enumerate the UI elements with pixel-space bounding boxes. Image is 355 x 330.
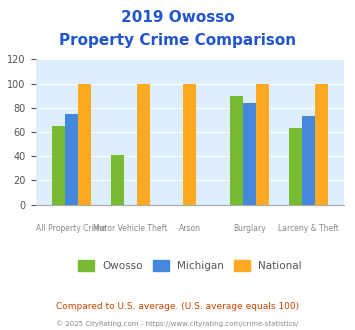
Text: Burglary: Burglary bbox=[233, 224, 266, 233]
Bar bbox=[51, 126, 65, 205]
Text: Arson: Arson bbox=[179, 224, 201, 233]
Bar bbox=[315, 83, 328, 205]
Text: 2019 Owosso: 2019 Owosso bbox=[121, 10, 234, 25]
Bar bbox=[302, 116, 315, 205]
Bar bbox=[230, 96, 243, 205]
Bar bbox=[78, 83, 91, 205]
Bar bbox=[137, 83, 150, 205]
Text: © 2025 CityRating.com - https://www.cityrating.com/crime-statistics/: © 2025 CityRating.com - https://www.city… bbox=[56, 320, 299, 327]
Bar bbox=[111, 155, 124, 205]
Text: Property Crime Comparison: Property Crime Comparison bbox=[59, 33, 296, 48]
Bar bbox=[289, 128, 302, 205]
Text: Motor Vehicle Theft: Motor Vehicle Theft bbox=[93, 224, 168, 233]
Text: Larceny & Theft: Larceny & Theft bbox=[278, 224, 339, 233]
Bar bbox=[243, 103, 256, 205]
Bar bbox=[256, 83, 269, 205]
Legend: Owosso, Michigan, National: Owosso, Michigan, National bbox=[74, 256, 306, 275]
Text: All Property Crime: All Property Crime bbox=[36, 224, 106, 233]
Text: Compared to U.S. average. (U.S. average equals 100): Compared to U.S. average. (U.S. average … bbox=[56, 302, 299, 311]
Bar bbox=[184, 83, 196, 205]
Bar bbox=[65, 114, 78, 205]
